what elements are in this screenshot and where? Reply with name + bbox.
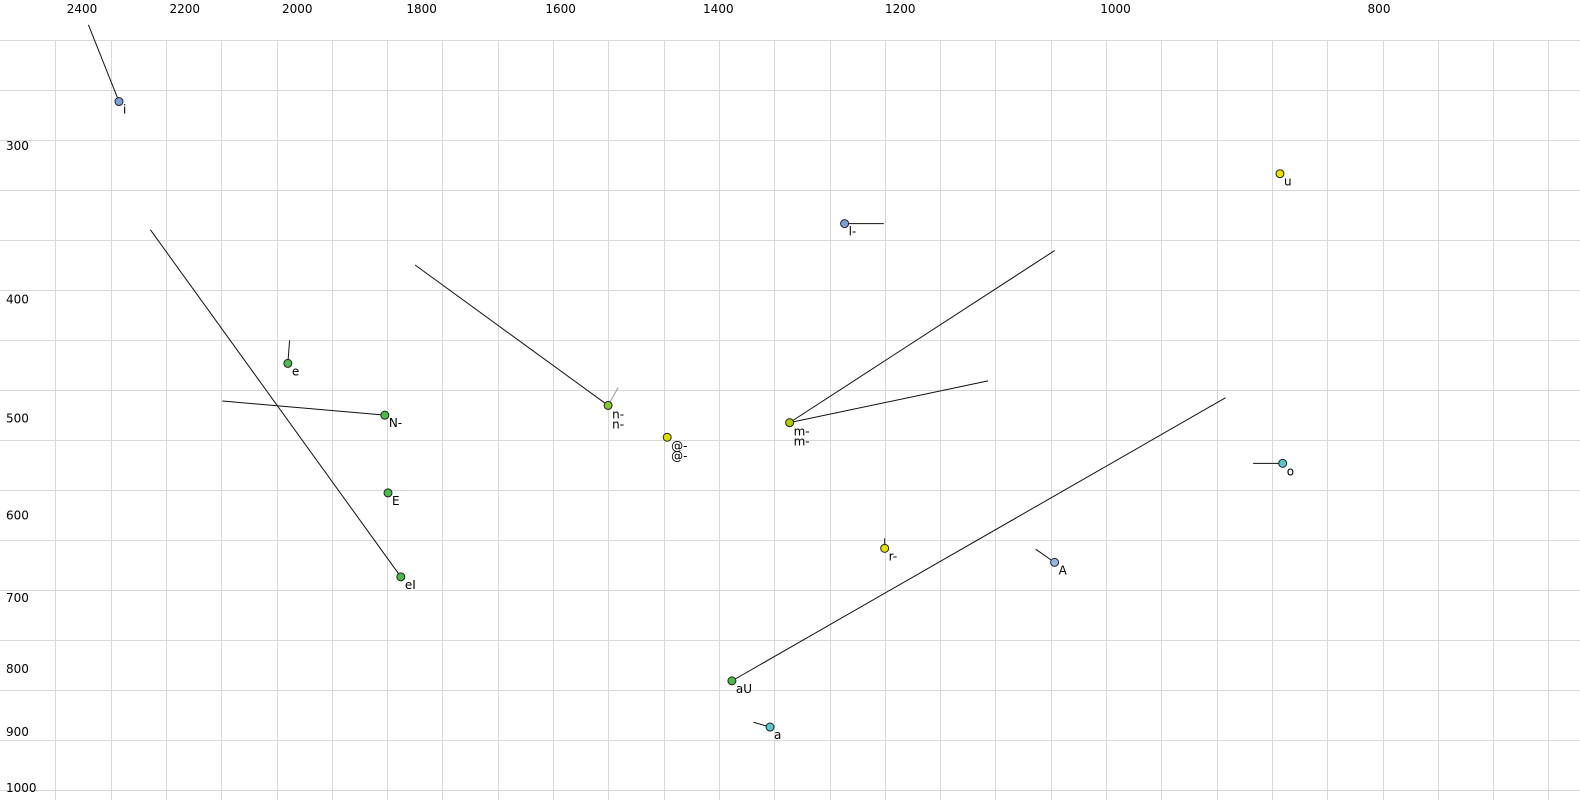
x-tick-label: 1000	[1100, 2, 1131, 16]
vowel-label: eI	[405, 578, 416, 592]
vowel-label: l-	[849, 225, 857, 239]
vowel-ghost-label: @-	[671, 439, 687, 453]
vowel-point-A: A	[1035, 548, 1068, 577]
vowel-label: u	[1284, 175, 1292, 189]
vowel-point-r-: r-	[880, 538, 898, 563]
vowel-point-e: e	[283, 340, 299, 378]
vowel-dot	[880, 543, 890, 553]
y-tick-label: 600	[6, 509, 29, 523]
x-tick-label: 1800	[406, 2, 437, 16]
vowel-dot	[283, 358, 293, 368]
trajectory-line	[222, 400, 385, 416]
vowel-dot	[765, 722, 775, 732]
vowel-label: @-	[671, 449, 687, 463]
vowel-label: o	[1287, 464, 1294, 478]
y-tick-label: 700	[6, 591, 29, 605]
vowel-label: a	[774, 728, 781, 742]
vowel-point-eI: eI	[149, 229, 416, 592]
trajectory-line	[414, 264, 609, 406]
vowel-dot	[1275, 169, 1285, 179]
x-tick-label: 1400	[703, 2, 734, 16]
vowel-dot	[114, 97, 124, 107]
trajectory-line	[87, 24, 120, 102]
vowel-label: N-	[389, 416, 402, 430]
vowel-dot	[396, 572, 406, 582]
vowel-point-E: E	[383, 488, 400, 508]
vowel-dot	[383, 488, 393, 498]
vowel-dot	[662, 432, 672, 442]
y-tick-label: 900	[6, 725, 29, 739]
y-tick-label: 300	[6, 139, 29, 153]
vowel-dot	[1050, 557, 1060, 567]
vowel-point-aU: aU	[727, 397, 1226, 696]
vowel-point-l-: l-	[840, 219, 884, 239]
vowel-label: m-	[794, 435, 810, 449]
vowel-label: i	[123, 103, 126, 117]
vowel-point-a: a	[753, 721, 781, 742]
vowel-label: r-	[889, 549, 898, 563]
vowel-point-n-: n-n-	[414, 264, 624, 431]
trajectory-line	[731, 397, 1226, 682]
vowel-point-o: o	[1253, 458, 1294, 478]
vowel-point-N-: N-	[222, 400, 402, 430]
vowel-label: n-	[612, 417, 624, 431]
vowel-label: e	[292, 364, 299, 378]
y-tick-label: 800	[6, 662, 29, 676]
vowel-points: i u l-e N-n-n- @-@- m-m-o Er- AeI aU a	[87, 24, 1294, 742]
y-tick-label: 1000	[6, 781, 37, 795]
axis-tick-labels: 2400 2200 2000 1800 1600 1400 1200 1000 800 300 40…	[6, 2, 1390, 795]
grid	[0, 40, 1580, 800]
vowel-ghost-label: m-	[794, 425, 810, 439]
x-tick-label: 1600	[545, 2, 576, 16]
vowel-dot	[727, 676, 737, 686]
vowel-point-@-: @-@-	[662, 432, 688, 463]
vowel-dot	[603, 400, 613, 410]
y-tick-label: 400	[6, 292, 29, 306]
vowel-dot	[1278, 458, 1288, 468]
vowel-point-u: u	[1275, 169, 1292, 189]
vowel-label: E	[392, 494, 400, 508]
vowel-dot	[380, 410, 390, 420]
vowel-label: A	[1059, 563, 1068, 577]
vowel-label: aU	[736, 682, 752, 696]
trajectory-line	[789, 250, 1055, 424]
vowel-ghost-label: n-	[612, 407, 624, 421]
x-tick-label: 2200	[169, 2, 200, 16]
trajectory-line	[149, 229, 402, 578]
vowel-point-m-: m-m-	[785, 250, 1055, 449]
y-tick-label: 500	[6, 411, 29, 425]
vowel-dot	[840, 219, 850, 229]
x-tick-label: 2400	[67, 2, 98, 16]
x-tick-label: 2000	[282, 2, 313, 16]
trajectory-line	[789, 380, 989, 424]
vowel-point-i: i	[87, 24, 126, 117]
x-tick-label: 800	[1368, 2, 1391, 16]
x-tick-label: 1200	[885, 2, 916, 16]
vowel-dot	[785, 418, 795, 428]
